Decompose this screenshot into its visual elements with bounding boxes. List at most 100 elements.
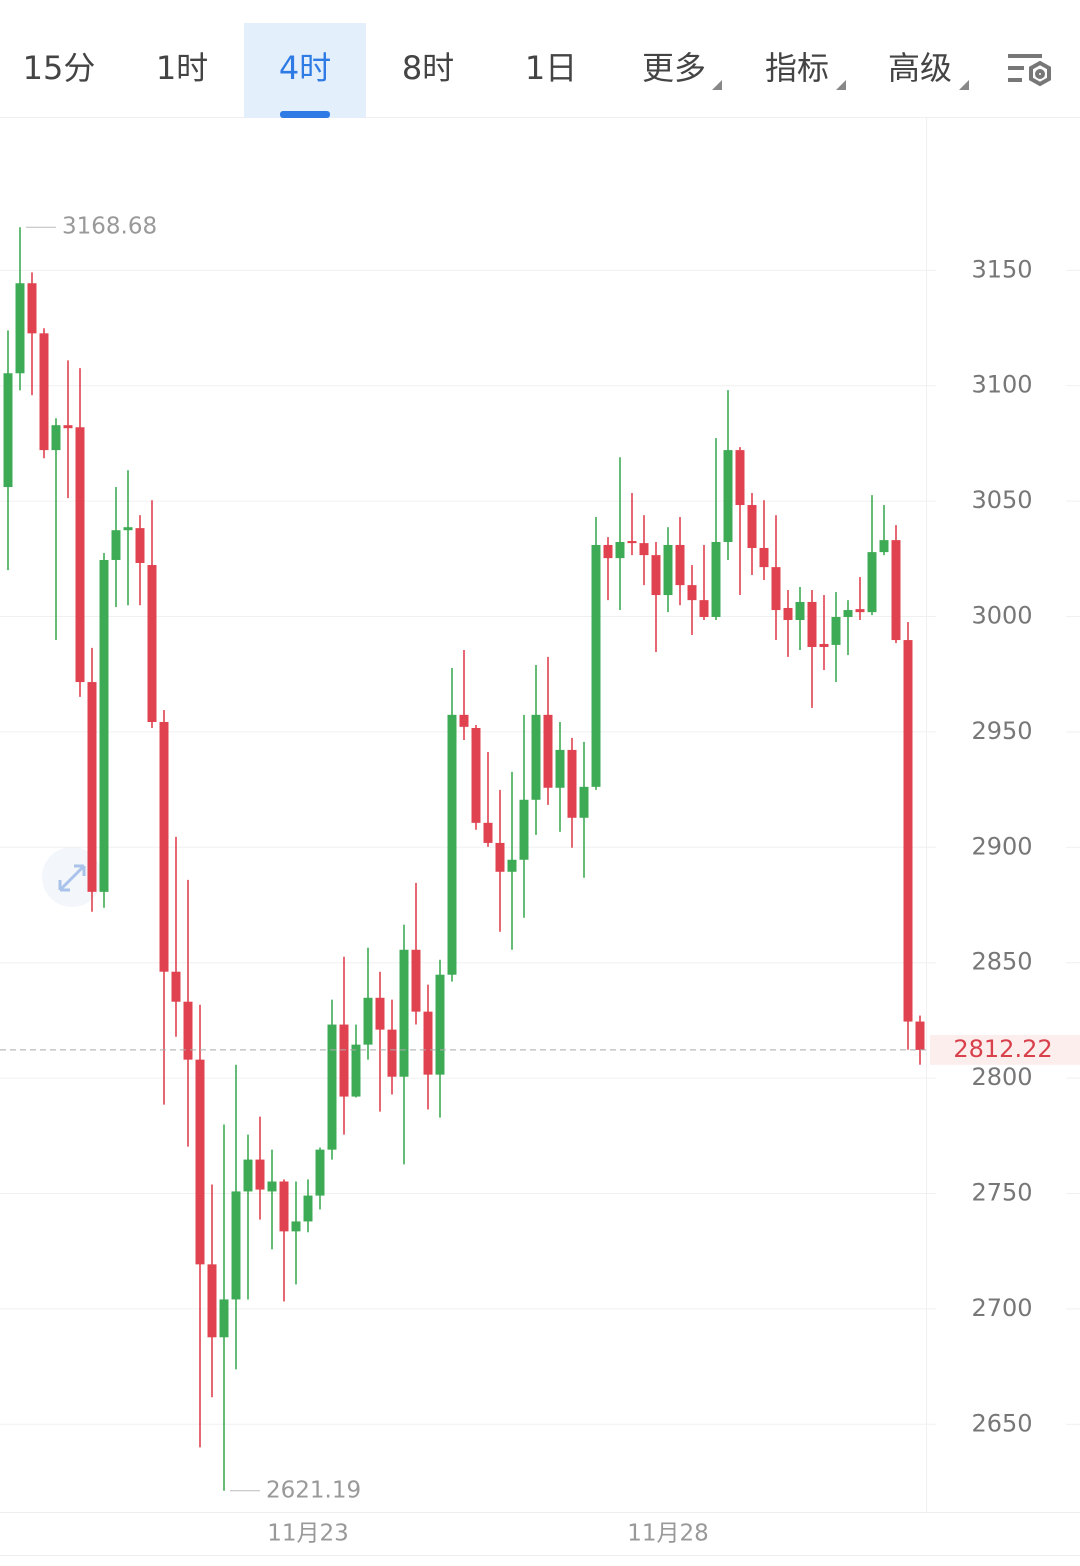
candle-body [543,714,553,788]
candle-body [339,1024,349,1097]
candle-body [915,1021,925,1050]
tab[interactable]: 更多 [642,49,706,87]
expand-button[interactable] [42,847,102,907]
candle-body [903,640,913,1022]
candle-body [711,541,721,617]
settings-icon[interactable] [1008,54,1051,87]
candle-body [267,1181,277,1192]
candle-body [483,822,493,843]
candle-body [687,585,697,601]
candle-body [363,997,373,1045]
candle-body [351,1044,361,1097]
candle-body [771,567,781,611]
y-tick-label: 3000 [971,602,1032,630]
candle-body [555,749,565,788]
candle-body [435,974,445,1075]
candle-body [195,1059,205,1265]
icon-dot [1035,69,1045,79]
candle-body [3,373,13,488]
candle-body [495,842,505,872]
candle-body [303,1195,313,1222]
candle-body [855,609,865,613]
candle-body [87,682,97,892]
tab[interactable]: 1日 [525,49,577,87]
candle-body [627,541,637,544]
candle-body [99,559,109,892]
candle-body [411,949,421,1012]
candle-body [15,283,25,374]
tab[interactable]: 8时 [402,49,454,87]
tab[interactable]: 1时 [156,49,208,87]
candle-body [879,540,889,553]
dropdown-marker [959,80,969,90]
y-tick-label: 2850 [971,948,1032,976]
candle-body [39,333,49,451]
y-tick-label: 2950 [971,717,1032,745]
candle-body [819,643,829,647]
last-price-label: 2812.22 [953,1035,1052,1063]
candle-body [663,544,673,596]
y-tick-label: 3150 [971,255,1032,283]
candle-body [459,714,469,727]
candle-body [327,1024,337,1150]
candle-body [291,1221,301,1232]
candle-body [315,1149,325,1196]
candle-body [579,786,589,818]
candle-body [75,427,85,683]
candle-body [51,425,61,451]
last-price-bg [930,1034,1080,1065]
y-tick-label: 3100 [971,371,1032,399]
candle-body [219,1299,229,1338]
candle-body [831,616,841,645]
candle-body [207,1264,217,1338]
x-tick-label: 11月23 [267,1521,349,1547]
active-tab-bg [244,23,366,118]
candle-body [867,552,877,613]
candle-body [699,600,709,617]
candle-body [507,859,517,872]
tab[interactable]: 4时 [279,49,331,87]
candles [3,227,925,1491]
max-label: 3168.68 [62,214,157,240]
candle-body [279,1181,289,1232]
candle-body [63,425,73,429]
candle-body [603,544,613,559]
min-label: 2621.19 [266,1477,361,1503]
tab[interactable]: 高级 [888,49,952,87]
candle-body [591,544,601,787]
candle-body [723,450,733,542]
candle-body [531,714,541,800]
candle-body [891,540,901,641]
candle-body [747,505,757,548]
candle-body [387,1029,397,1077]
y-tick-label: 2800 [971,1063,1032,1091]
candle-body [735,450,745,506]
candle-body [375,997,385,1030]
candle-body [843,610,853,617]
candle-body [783,607,793,620]
candle-body [423,1011,433,1075]
candle-body [147,565,157,722]
active-tab-indicator [280,111,330,118]
dropdown-marker [712,80,722,90]
expand-glyph [58,864,86,892]
candle-body [255,1159,265,1190]
candle-body [447,714,457,975]
candle-body [759,547,769,568]
tab[interactable]: 15分 [23,49,96,87]
icon-hex [1029,60,1051,87]
y-tick-label: 2700 [971,1294,1032,1322]
candle-body [135,528,145,563]
candle-body [183,1001,193,1060]
candle-body [171,971,181,1002]
candle-body [231,1191,241,1300]
tab[interactable]: 指标 [765,49,829,87]
candle-body [27,283,37,334]
candle-body [639,543,649,556]
y-tick-label: 2750 [971,1179,1032,1207]
candle-body [159,721,169,972]
candle-body [651,555,661,596]
x-tick-label: 11月28 [627,1521,709,1547]
candle-body [123,527,133,531]
